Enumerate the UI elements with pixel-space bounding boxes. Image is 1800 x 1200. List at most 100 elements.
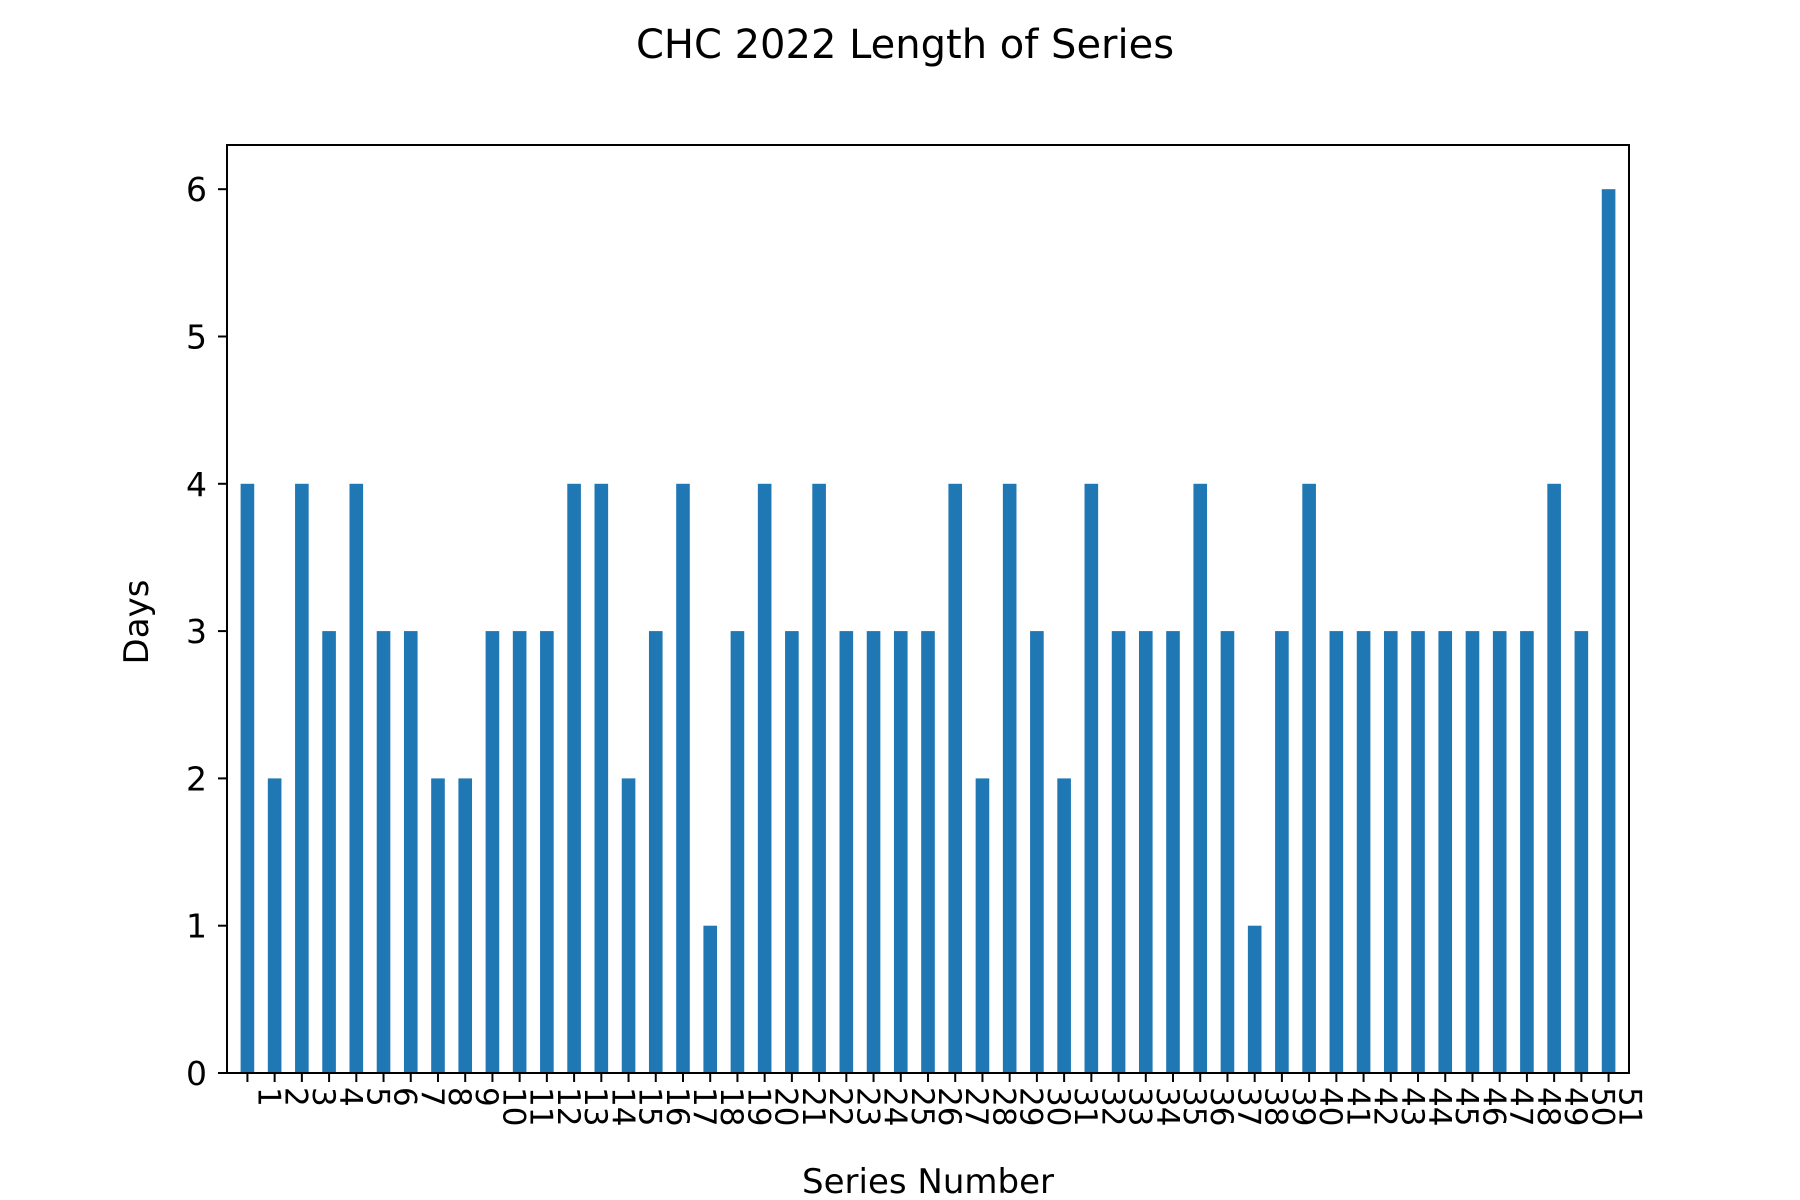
bar-series-43 [1383,631,1398,1073]
bars-group [240,189,1616,1073]
bar-series-47 [1492,631,1507,1073]
x-tick-label: 11 [523,1087,559,1126]
bar-series-18 [703,925,718,1073]
x-tick-label: 5 [359,1087,395,1107]
bar-series-5 [349,483,364,1073]
y-ticks-group: 0 1 2 3 4 5 6 [186,170,227,1093]
bar-series-14 [594,483,609,1073]
x-tick-label: 36 [1203,1087,1239,1126]
x-tick-label: 51 [1612,1087,1648,1126]
y-tick-label: 1 [186,907,207,946]
x-tick-label: 3 [305,1087,341,1107]
bar-series-6 [376,631,391,1073]
x-tick-label: 34 [1149,1087,1185,1126]
x-tick-label: 42 [1367,1087,1403,1126]
bar-series-42 [1356,631,1371,1073]
bar-series-10 [485,631,500,1073]
plot-area-frame [226,144,1630,1074]
bar-series-13 [567,483,581,1073]
x-tick-label: 23 [849,1087,885,1126]
x-tick-label: 38 [1258,1087,1294,1126]
bar-series-21 [785,631,799,1073]
x-tick-label: 18 [713,1087,749,1126]
x-tick-label: 25 [904,1087,940,1126]
x-tick-label: 15 [632,1087,668,1126]
bar-series-39 [1275,631,1289,1073]
bar-series-7 [403,631,418,1073]
bar-series-22 [812,483,826,1073]
bar-series-50 [1574,631,1589,1073]
x-tick-label: 17 [686,1087,722,1126]
x-tick-label: 14 [604,1087,640,1126]
x-tick-label: 27 [958,1087,994,1126]
bar-series-35 [1166,631,1180,1073]
bar-series-27 [948,483,963,1073]
x-tick-label: 44 [1421,1087,1457,1126]
bar-series-40 [1302,483,1316,1073]
x-tick-label: 35 [1176,1087,1212,1126]
x-tick-label: 41 [1339,1087,1375,1126]
x-tick-label: 12 [550,1087,586,1126]
bar-series-20 [757,483,772,1073]
bar-series-28 [975,778,990,1073]
x-tick-label: 2 [278,1087,314,1107]
x-tick-label: 46 [1475,1087,1511,1126]
x-tick-label: 48 [1530,1087,1566,1126]
x-tick-label: 19 [740,1087,776,1126]
bar-series-26 [921,631,935,1073]
x-tick-label: 32 [1094,1087,1130,1126]
x-tick-label: 22 [822,1087,858,1126]
bar-series-48 [1520,631,1534,1073]
bar-series-51 [1601,189,1616,1073]
bar-series-41 [1329,631,1344,1073]
bar-series-11 [512,631,527,1073]
x-ticks-group: 1234567891011121314151617181920212223242… [246,1073,1648,1126]
x-tick-label: 10 [495,1087,531,1126]
bar-series-45 [1438,631,1453,1073]
x-tick-label: 20 [768,1087,804,1126]
bar-series-46 [1465,631,1480,1073]
bar-series-2 [267,778,282,1073]
x-tick-label: 13 [577,1087,613,1126]
bar-series-34 [1138,631,1153,1073]
bar-series-36 [1193,483,1208,1073]
bar-series-38 [1247,925,1262,1073]
bar-series-3 [295,483,309,1073]
bar-series-44 [1411,631,1425,1073]
bar-series-16 [648,631,663,1073]
x-tick-label: 8 [441,1087,477,1107]
x-tick-label: 29 [1013,1087,1049,1126]
x-tick-label: 16 [659,1087,695,1126]
y-tick-label: 2 [186,759,207,798]
x-tick-label: 31 [1067,1087,1103,1126]
bar-series-15 [621,778,636,1073]
chart-title: CHC 2022 Length of Series [636,22,1174,68]
y-tick-label: 0 [186,1054,207,1093]
bar-series-49 [1547,483,1561,1073]
x-tick-label: 6 [387,1087,423,1107]
x-tick-label: 37 [1230,1087,1266,1126]
y-tick-label: 6 [186,170,207,209]
bar-series-8 [431,778,445,1073]
bar-series-1 [240,483,255,1073]
bar-series-29 [1002,483,1017,1073]
bar-series-17 [676,483,690,1073]
bar-series-32 [1084,483,1099,1073]
x-tick-label: 40 [1312,1087,1348,1126]
y-tick-label: 3 [186,612,207,651]
x-tick-label: 49 [1557,1087,1593,1126]
x-tick-label: 24 [877,1087,913,1126]
bar-series-19 [730,631,745,1073]
x-tick-label: 28 [985,1087,1021,1126]
x-tick-label: 43 [1394,1087,1430,1126]
x-tick-label: 39 [1285,1087,1321,1126]
x-tick-label: 21 [795,1087,831,1126]
y-tick-label: 4 [186,465,207,504]
x-tick-label: 7 [414,1087,450,1107]
bar-series-37 [1220,631,1235,1073]
bar-series-33 [1111,631,1126,1073]
x-tick-label: 1 [250,1087,286,1107]
bar-series-12 [540,631,554,1073]
